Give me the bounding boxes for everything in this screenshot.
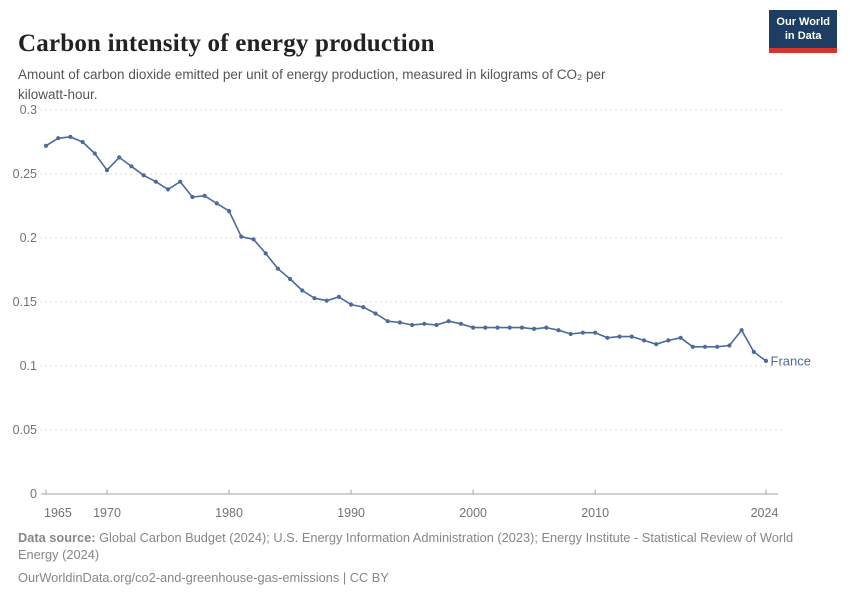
series-end-label: France xyxy=(771,354,811,369)
data-point xyxy=(471,325,476,330)
data-point xyxy=(495,325,500,330)
y-tick-label: 0.2 xyxy=(20,231,37,245)
data-point xyxy=(397,320,402,325)
data-point xyxy=(263,251,268,256)
data-point xyxy=(556,328,561,333)
data-source-line: Data source: Global Carbon Budget (2024)… xyxy=(18,530,824,564)
data-point xyxy=(532,326,537,331)
data-point xyxy=(434,322,439,328)
data-point xyxy=(214,201,219,206)
data-point xyxy=(178,179,183,184)
data-point xyxy=(751,349,756,354)
x-tick-label: 1965 xyxy=(44,506,72,520)
data-point xyxy=(227,209,232,214)
data-point xyxy=(593,330,598,335)
data-point xyxy=(117,155,122,160)
data-point xyxy=(483,325,488,330)
data-point xyxy=(727,343,732,348)
data-point xyxy=(92,151,97,156)
data-point xyxy=(763,358,769,363)
data-point xyxy=(458,321,463,326)
data-point xyxy=(519,325,525,330)
data-point xyxy=(629,334,634,339)
y-tick-label: 0.1 xyxy=(20,359,37,373)
data-point xyxy=(385,319,390,324)
x-tick-label: 2000 xyxy=(459,506,487,520)
data-point xyxy=(422,321,427,326)
y-tick-label: 0.3 xyxy=(20,103,37,117)
chart-subtitle: Amount of carbon dioxide emitted per uni… xyxy=(18,66,606,102)
data-point xyxy=(300,288,305,293)
y-tick-label: 0 xyxy=(30,487,37,501)
data-point xyxy=(678,335,683,340)
y-tick-label: 0.25 xyxy=(13,167,37,181)
data-point xyxy=(165,187,171,192)
data-point xyxy=(56,136,61,141)
license-line: OurWorldinData.org/co2-and-greenhouse-ga… xyxy=(18,569,389,585)
data-point xyxy=(43,143,49,148)
data-point xyxy=(190,194,195,200)
x-tick-label: 1980 xyxy=(215,506,243,520)
page-title: Carbon intensity of energy production xyxy=(18,29,435,57)
data-point xyxy=(617,334,622,339)
y-tick-label: 0.05 xyxy=(13,423,37,437)
data-source-text: Global Carbon Budget (2024); U.S. Energy… xyxy=(18,530,794,562)
data-point xyxy=(373,311,378,316)
france-line xyxy=(45,136,767,362)
owid-logo[interactable]: Our World in Data xyxy=(769,10,837,53)
chart-footer: Data source: Global Carbon Budget (2024)… xyxy=(18,530,824,587)
data-point xyxy=(312,296,317,301)
data-point xyxy=(544,325,549,330)
data-point xyxy=(336,294,341,299)
data-point xyxy=(666,338,671,343)
data-series-france xyxy=(43,134,769,363)
data-point xyxy=(654,342,659,347)
y-tick-label: 0.15 xyxy=(13,295,37,309)
data-point xyxy=(361,305,366,310)
data-point xyxy=(251,237,256,242)
data-point xyxy=(641,338,647,343)
data-point xyxy=(239,234,244,239)
data-point xyxy=(288,276,293,282)
data-point xyxy=(324,298,329,303)
data-point xyxy=(141,173,146,178)
data-point xyxy=(605,335,610,340)
data-point xyxy=(153,179,158,184)
x-tick-label: 1990 xyxy=(337,506,365,520)
x-tick-label: 2010 xyxy=(581,506,609,520)
data-point xyxy=(702,344,708,349)
data-point xyxy=(410,322,415,328)
data-point xyxy=(80,139,85,145)
x-tick-label: 2024 xyxy=(751,506,779,520)
data-point xyxy=(68,134,73,139)
x-tick-label: 1970 xyxy=(93,506,121,520)
data-point xyxy=(580,330,586,335)
axes: 0 0.05 0.1 0.15 0.2 0.25 0.3 1965 1970 1980 1990 20… xyxy=(13,103,779,520)
data-point xyxy=(690,344,695,349)
data-point xyxy=(202,193,207,198)
data-point xyxy=(275,266,280,271)
data-source-label: Data source: xyxy=(18,530,96,545)
data-point xyxy=(446,319,451,324)
data-point xyxy=(715,344,720,349)
data-point xyxy=(104,168,110,173)
data-point xyxy=(568,331,573,337)
data-point xyxy=(129,164,134,169)
data-point xyxy=(507,325,512,330)
data-point xyxy=(739,328,744,333)
data-point xyxy=(349,302,354,307)
gridlines xyxy=(40,109,782,431)
